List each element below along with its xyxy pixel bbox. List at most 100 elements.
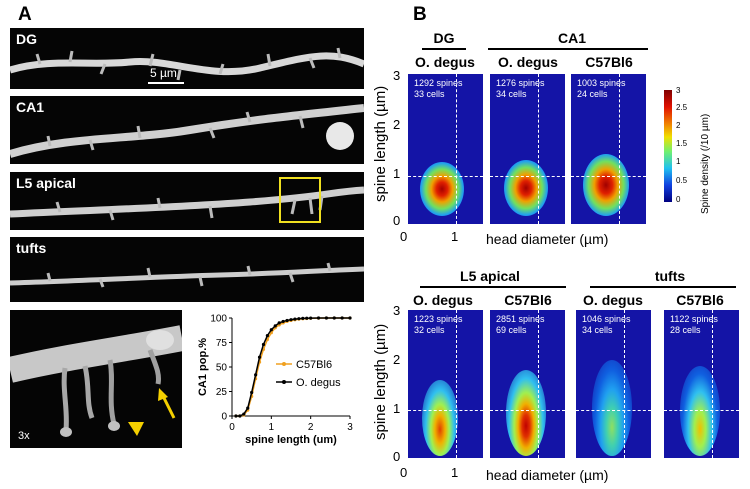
top-x-axis-label: head diameter (µm) (486, 231, 609, 247)
header-tufts: tufts (654, 268, 686, 284)
cdf-point (246, 406, 250, 410)
colorbar-tick-1.5: 1.5 (676, 139, 688, 148)
em-label-l5-apical: L5 apical (16, 175, 76, 191)
colorbar-tick-3: 3 (676, 86, 681, 95)
header-l5-degus: O. degus (413, 292, 473, 308)
arrow-shaft (161, 395, 176, 419)
cdf-xtick-label: 2 (308, 422, 314, 433)
heatmap-ca1-c57-hline (571, 176, 646, 177)
cdf-ytick-label: 100 (210, 314, 227, 325)
heatmap-tufts-c57: 1122 spines 28 cells (664, 310, 739, 458)
cdf-y-axis-label: CA1 pop.% (197, 338, 209, 396)
heatmap-ca1-degus-hline (490, 176, 565, 177)
bottom-ytick-0: 0 (393, 449, 401, 464)
dendrite-l5-drawing (10, 177, 364, 223)
panel-letter-a: A (18, 4, 32, 25)
heatmap-dg-degus-hline (408, 176, 483, 177)
heatmap-dg-degus-vline (456, 74, 457, 224)
em-image-tufts: tufts (10, 237, 364, 302)
arrow-head (158, 388, 168, 401)
cdf-point (265, 334, 269, 338)
cdf-point (293, 317, 297, 321)
heatmap-l5-degus-hline (408, 410, 483, 411)
heatmap-ca1-degus-info: 1276 spines 34 cells (496, 78, 545, 99)
heatmap-l5-c57-hline (490, 410, 565, 411)
em-image-l5-apical: L5 apical (10, 172, 364, 230)
header-tufts-c57: C57Bl6 (676, 292, 724, 308)
cdf-point (273, 324, 277, 328)
header-dg: DG (433, 30, 455, 46)
heatmap-tufts-degus-info: 1046 spines 34 cells (582, 314, 631, 335)
colorbar-tick-0.5: 0.5 (676, 176, 688, 185)
top-ytick-3: 3 (393, 68, 401, 83)
cdf-ytick-label: 0 (221, 412, 227, 423)
top-ytick-1: 1 (393, 166, 401, 181)
cdf-point (316, 316, 321, 320)
dendrite-dg-drawing (10, 47, 364, 81)
em-image-dg: DG (10, 28, 364, 89)
legend-label-0: C57Bl6 (296, 359, 332, 371)
em-label-dg: DG (16, 31, 37, 47)
cdf-ytick-label: 25 (216, 387, 228, 398)
heatmap-l5-degus-info: 1223 spines 32 cells (414, 314, 463, 335)
colorbar-tick-1: 1 (676, 157, 681, 166)
em-image-ca1: CA1 (10, 96, 364, 164)
cdf-point (257, 355, 262, 359)
scale-bar-line (148, 82, 184, 84)
cdf-point (297, 317, 301, 321)
header-dg-species: O. degus (415, 54, 475, 70)
colorbar-label: Spine density (/10 µm) (700, 113, 711, 214)
bottom-ytick-2: 2 (393, 352, 401, 367)
cdf-xtick-label: 1 (269, 422, 275, 433)
cdf-point (269, 328, 273, 332)
colorbar-tick-2: 2 (676, 121, 681, 130)
heatmap-tufts-c57-hline (664, 410, 739, 411)
cdf-point (285, 318, 289, 323)
heatmap-tufts-degus-hline (576, 410, 651, 411)
heatmap-l5-degus: 1223 spines 32 cells (408, 310, 483, 458)
heatmap-dg-degus-info: 1292 spines 33 cells (414, 78, 463, 99)
cdf-series-line-0 (235, 317, 350, 417)
header-ca1-bar (488, 48, 648, 50)
heatmap-ca1-c57-vline (619, 74, 620, 224)
arrowhead-marker (128, 422, 144, 436)
cdf-ytick-label: 75 (216, 338, 228, 349)
heatmap-tufts-degus: 1046 spines 34 cells (576, 310, 651, 458)
header-ca1-degus: O. degus (498, 54, 558, 70)
cdf-point (277, 321, 281, 325)
colorbar-tick-0: 0 (676, 195, 681, 204)
cdf-point (348, 316, 352, 320)
heatmap-l5-degus-vline (456, 310, 457, 458)
dendrite-ca1-drawing (10, 104, 364, 158)
heatmap-ca1-c57-info: 1003 spines 24 cells (577, 78, 626, 99)
cdf-x-axis-label: spine length (um) (245, 434, 337, 446)
legend-marker-0 (282, 362, 286, 366)
cdf-chart: 100 75 50 25 00 1 2 3 spine length (um) CA1 pop.%… (197, 314, 353, 447)
cdf-point (301, 316, 305, 320)
header-l5-c57: C57Bl6 (504, 292, 552, 308)
bottom-ytick-3: 3 (393, 303, 401, 318)
cdf-point (242, 412, 246, 416)
header-ca1-c57: C57Bl6 (585, 54, 633, 70)
header-tufts-bar (590, 286, 736, 288)
heatmap-l5-c57: 2851 spines 69 cells (490, 310, 565, 458)
top-ytick-2: 2 (393, 117, 401, 132)
heatmap-tufts-c57-vline (712, 310, 713, 458)
cdf-point (250, 390, 254, 395)
header-l5: L5 apical (460, 268, 520, 284)
legend-marker-1 (282, 380, 286, 384)
cdf-point (309, 316, 313, 320)
legend-label-1: O. degus (296, 377, 341, 389)
cdf-point (234, 414, 238, 418)
header-l5-bar (420, 286, 566, 288)
colorbar (664, 90, 672, 202)
header-ca1: CA1 (557, 30, 586, 46)
heatmap-tufts-c57-info: 1122 spines 28 cells (670, 314, 718, 335)
cdf-xtick-label: 3 (347, 422, 353, 433)
top-ytick-0: 0 (393, 213, 401, 228)
header-dg-bar (422, 48, 466, 50)
heatmap-ca1-c57: 1003 spines 24 cells (571, 74, 646, 224)
bottom-y-axis-label: spine length (µm) (372, 323, 389, 440)
highlight-box (279, 177, 321, 223)
cdf-point (254, 373, 258, 377)
